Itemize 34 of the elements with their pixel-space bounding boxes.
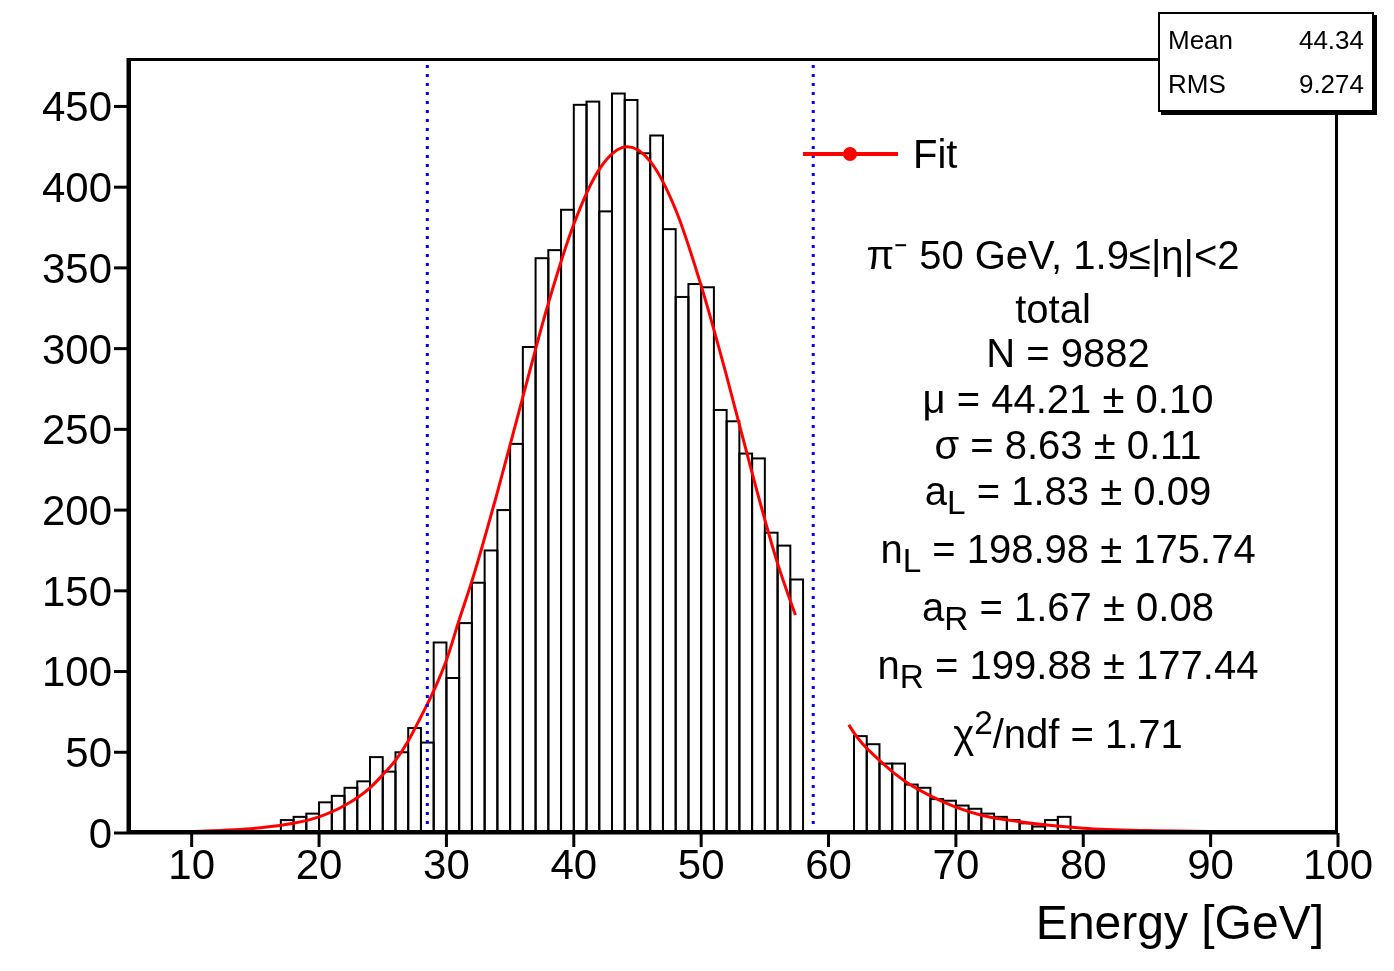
y-tick-label: 0	[88, 809, 112, 857]
y-tick-label: 150	[41, 567, 112, 615]
x-tick-label: 100	[1302, 840, 1374, 888]
x-tick-label: 90	[1187, 840, 1234, 888]
annotation: a$_{L}$ = 1.83 ± 0.09	[923, 468, 1213, 523]
x-tick-label: 10	[168, 840, 216, 888]
y-tick-label: 350	[41, 244, 112, 292]
x-tick-label: 50	[677, 840, 725, 888]
y-tick-label: 400	[41, 164, 112, 212]
y-tick-label: 200	[41, 486, 112, 534]
text: Mean 44.34	[1168, 25, 1364, 55]
annotation: χ$^{2}$/ndf = 1.71	[952, 703, 1184, 758]
x-tick-label: 20	[295, 840, 343, 888]
annotation: a$_{R}$ = 1.67 ± 0.08	[921, 584, 1215, 639]
annotation: π⁻ 50 GeV, 1.9≤|η|<2	[865, 232, 1241, 279]
annotation: n$_{R}$ = 199.88 ± 177.44	[876, 642, 1260, 697]
annotation: n$_{L}$ = 198.98 ± 175.74	[879, 526, 1257, 581]
y-tick-label: 100	[41, 648, 112, 696]
x-tick-label: 70	[932, 840, 980, 888]
annotation: total	[1014, 286, 1092, 333]
text: RMS 9.274	[1168, 69, 1364, 99]
annotation: σ = 8.63 ± 0.11	[933, 422, 1203, 468]
legend-label: Fit	[913, 131, 958, 177]
x-tick-label: 80	[1059, 840, 1107, 888]
annotation: μ = 44.21 ± 0.10	[921, 376, 1215, 422]
x-axis-title: Energy [GeV]	[1035, 896, 1324, 949]
y-tick-label: 300	[41, 325, 112, 373]
y-tick-label: 450	[41, 83, 112, 131]
x-tick-label: 40	[550, 840, 598, 888]
y-tick-label: 250	[41, 406, 112, 454]
x-tick-label: 60	[805, 840, 852, 888]
annotation: N = 9882	[985, 330, 1151, 376]
y-tick-label: 50	[65, 729, 112, 777]
x-tick-label: 30	[423, 840, 470, 888]
